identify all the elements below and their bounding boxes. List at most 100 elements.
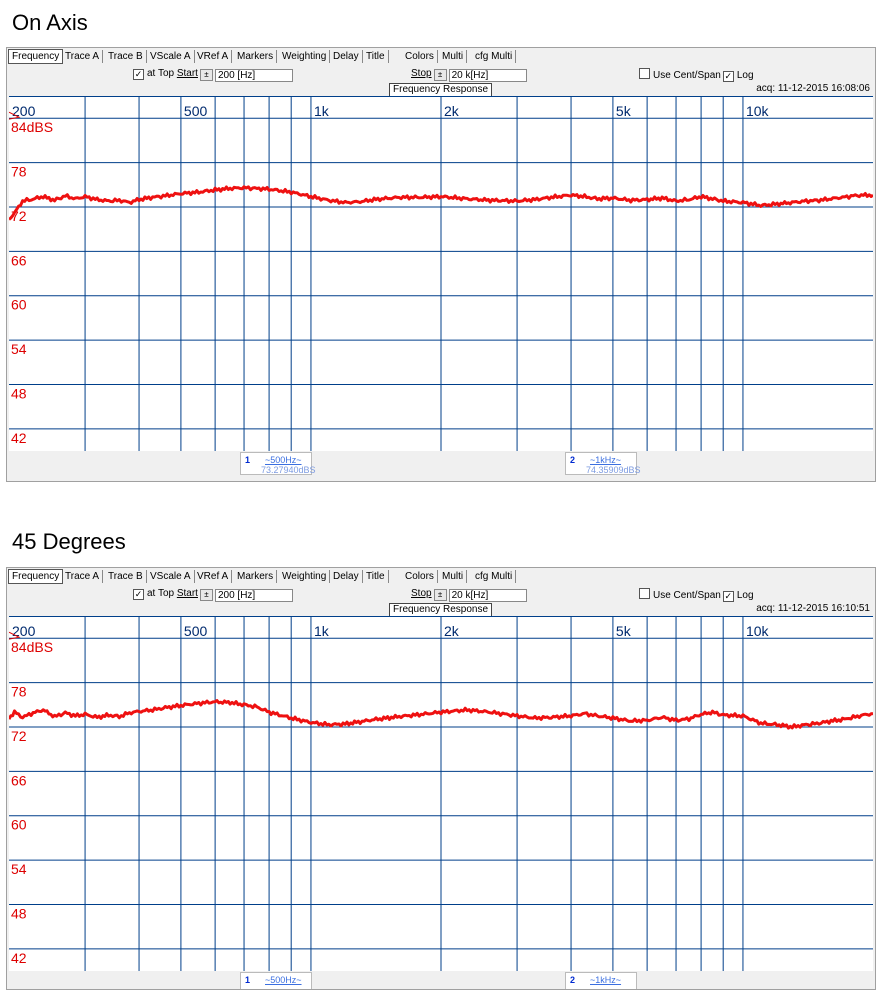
- at-top-label: at Top: [147, 68, 175, 79]
- tab-bar: Frequency Trace A Trace B VScale A VRef …: [7, 568, 875, 585]
- tab-vscale-a[interactable]: VScale A: [147, 570, 195, 583]
- analyzer-panel-45-degrees: Frequency Trace A Trace B VScale A VRef …: [6, 567, 876, 990]
- x-tick-label: 10k: [746, 103, 770, 119]
- y-tick-label: 60: [11, 817, 27, 833]
- trace-line: [9, 699, 873, 730]
- section-title-45-degrees: 45 Degrees: [12, 529, 126, 554]
- stop-input[interactable]: 20 k[Hz]: [448, 69, 527, 82]
- tab-frequency[interactable]: Frequency: [8, 49, 64, 64]
- stop-label: Stop: [411, 588, 432, 599]
- tab-colors[interactable]: Colors: [402, 50, 438, 63]
- tab-markers[interactable]: Markers: [234, 50, 278, 63]
- x-tick-label: 5k: [616, 623, 632, 639]
- plot-title: Frequency Response: [389, 603, 493, 617]
- start-spinner[interactable]: ±: [199, 69, 213, 81]
- x-tick-label: 200: [12, 623, 36, 639]
- marker-1[interactable]: 1 ~500Hz~: [240, 972, 312, 989]
- y-tick-label: 42: [11, 950, 27, 966]
- marker-value: 74.35909dBS: [586, 465, 641, 475]
- y-tick-label: 48: [11, 905, 27, 921]
- tab-vref-a[interactable]: VRef A: [194, 570, 233, 583]
- use-cent-span-control: Use Cent/Span ✓ Log: [639, 68, 754, 82]
- marker-number: 1: [245, 455, 251, 465]
- use-cent-span-label: Use Cent/Span: [653, 70, 721, 81]
- stop-control: Stop ±20 k[Hz]: [411, 588, 527, 602]
- marker-value: 73.27940dBS: [261, 465, 316, 475]
- x-tick-label: 500: [184, 103, 208, 119]
- y-tick-label: 48: [11, 385, 27, 401]
- at-top-checkbox[interactable]: ✓: [133, 589, 144, 600]
- marker-frequency: ~1kHz~: [590, 455, 622, 465]
- marker-frequency: ~500Hz~: [265, 975, 302, 985]
- y-tick-label: 42: [11, 430, 27, 446]
- log-label: Log: [736, 590, 754, 601]
- tab-cfg-multi[interactable]: cfg Multi: [472, 570, 517, 583]
- tab-trace-b[interactable]: Trace B: [105, 570, 147, 583]
- stop-spinner[interactable]: ±: [433, 589, 447, 601]
- log-checkbox[interactable]: ✓: [722, 591, 734, 602]
- stop-input[interactable]: 20 k[Hz]: [448, 589, 527, 602]
- at-top-control: ✓ at Top Start ±200 [Hz]: [133, 588, 293, 602]
- tab-cfg-multi[interactable]: cfg Multi: [472, 50, 517, 63]
- start-spinner[interactable]: ±: [199, 589, 213, 601]
- tab-colors[interactable]: Colors: [402, 570, 438, 583]
- tab-vref-a[interactable]: VRef A: [194, 50, 233, 63]
- marker-number: 2: [570, 455, 576, 465]
- tab-markers[interactable]: Markers: [234, 570, 278, 583]
- marker-1[interactable]: 1 ~500Hz~ 73.27940dBS: [240, 452, 316, 475]
- at-top-control: ✓ at Top Start ±200 [Hz]: [133, 68, 293, 82]
- acq-timestamp: acq: 11-12-2015 16:10:51: [756, 603, 870, 614]
- acq-timestamp: acq: 11-12-2015 16:08:06: [756, 83, 870, 94]
- x-tick-label: 1k: [314, 103, 330, 119]
- y-tick-label: 78: [11, 164, 27, 180]
- use-cent-span-control: Use Cent/Span ✓ Log: [639, 588, 754, 602]
- tab-delay[interactable]: Delay: [330, 50, 363, 63]
- marker-bar: 1 ~500Hz~ 2 ~1kHz~: [9, 971, 873, 989]
- tab-frequency[interactable]: Frequency: [8, 569, 64, 584]
- stop-label: Stop: [411, 68, 432, 79]
- tab-delay[interactable]: Delay: [330, 570, 363, 583]
- plot-title: Frequency Response: [389, 83, 493, 97]
- plot-area: 200 500 1k 2k 5k 10k 84dBS 78 72 66 60 54 48 42: [9, 616, 873, 971]
- log-checkbox[interactable]: ✓: [722, 71, 734, 82]
- marker-2[interactable]: 2 ~1kHz~ 74.35909dBS: [565, 452, 641, 475]
- marker-frequency: ~1kHz~: [590, 975, 622, 985]
- tab-vscale-a[interactable]: VScale A: [147, 50, 195, 63]
- tab-title[interactable]: Title: [363, 50, 389, 63]
- trace-line: [9, 185, 873, 221]
- start-input[interactable]: 200 [Hz]: [214, 69, 293, 82]
- analyzer-panel-on-axis: Frequency Trace A Trace B VScale A VRef …: [6, 47, 876, 482]
- stop-spinner[interactable]: ±: [433, 69, 447, 81]
- use-cent-span-checkbox[interactable]: [639, 588, 650, 599]
- x-tick-label: 200: [12, 103, 36, 119]
- start-label: Start: [176, 588, 198, 599]
- tab-multi[interactable]: Multi: [439, 50, 468, 63]
- tab-weighting[interactable]: Weighting: [279, 570, 331, 583]
- control-row: ✓ at Top Start ±200 [Hz] Stop ±20 k[Hz] Use…: [7, 585, 875, 602]
- tab-weighting[interactable]: Weighting: [279, 50, 331, 63]
- start-label: Start: [176, 68, 198, 79]
- tab-trace-a[interactable]: Trace A: [62, 570, 104, 583]
- x-tick-label: 10k: [746, 623, 770, 639]
- marker-2[interactable]: 2 ~1kHz~: [565, 972, 637, 989]
- tab-trace-a[interactable]: Trace A: [62, 50, 104, 63]
- use-cent-span-label: Use Cent/Span: [653, 590, 721, 601]
- log-label: Log: [736, 70, 754, 81]
- marker-frequency: ~500Hz~: [265, 455, 302, 465]
- tab-multi[interactable]: Multi: [439, 570, 468, 583]
- y-tick-label: 78: [11, 684, 27, 700]
- control-row: ✓ at Top Start ±200 [Hz] Stop ±20 k[Hz] Use…: [7, 65, 875, 82]
- at-top-checkbox[interactable]: ✓: [133, 69, 144, 80]
- tab-bar: Frequency Trace A Trace B VScale A VRef …: [7, 48, 875, 65]
- stop-control: Stop ±20 k[Hz]: [411, 68, 527, 82]
- reference-level-marker: [9, 111, 21, 120]
- y-tick-label: 60: [11, 297, 27, 313]
- start-input[interactable]: 200 [Hz]: [214, 589, 293, 602]
- y-tick-label: 84dBS: [11, 639, 53, 655]
- y-tick-label: 72: [11, 728, 27, 744]
- x-tick-label: 1k: [314, 623, 330, 639]
- use-cent-span-checkbox[interactable]: [639, 68, 650, 79]
- tab-title[interactable]: Title: [363, 570, 389, 583]
- tab-trace-b[interactable]: Trace B: [105, 50, 147, 63]
